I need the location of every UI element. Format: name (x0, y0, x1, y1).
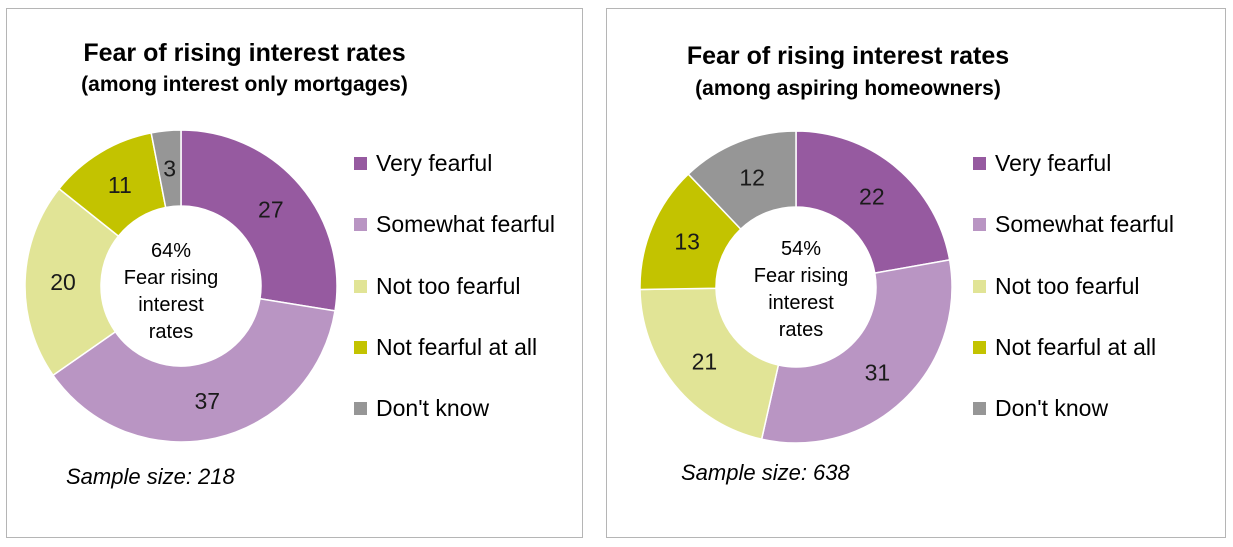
legend-item-dont-know: Don't know (354, 395, 555, 456)
chart-subtitle: (among aspiring homeowners) (695, 77, 1001, 100)
slice-value-label: 27 (258, 197, 284, 223)
legend-item-not-too-fearful: Not too fearful (354, 273, 555, 334)
legend-label: Not fearful at all (995, 333, 1157, 360)
donut-slice-not-too-fearful (639, 287, 780, 441)
donut-center-text: 64% Fear rising interest rates (111, 238, 231, 346)
center-percent: 54% (780, 238, 822, 260)
center-line: rates (148, 321, 194, 343)
donut-center-text: 54% Fear rising interest rates (741, 236, 861, 344)
legend-swatch (354, 157, 367, 170)
legend-item-very-fearful: Very fearful (354, 150, 555, 211)
legend-label: Don't know (995, 395, 1109, 422)
legend-item-somewhat-fearful: Somewhat fearful (973, 211, 1174, 272)
chart-panel-aspiring-homeowners: Fear of rising interest rates (among asp… (606, 8, 1226, 538)
chart-panel-interest-only: Fear of rising interest rates (among int… (6, 8, 583, 538)
legend-swatch (973, 279, 986, 293)
legend-label: Very fearful (995, 150, 1112, 176)
legend-label: Somewhat fearful (376, 211, 555, 238)
center-line: interest (138, 294, 204, 316)
legend-swatch (973, 402, 986, 416)
legend: Very fearful Somewhat fearful Not too fe… (973, 150, 1174, 456)
center-line: Fear rising (753, 265, 849, 287)
legend-label: Somewhat fearful (995, 211, 1174, 238)
donut-chart: 22 31 21 13 12 (639, 130, 953, 444)
donut-slice-dont-know (687, 130, 797, 231)
center-line: Fear rising (123, 267, 219, 289)
legend-swatch (354, 218, 367, 232)
legend: Very fearful Somewhat fearful Not too fe… (354, 150, 555, 456)
slice-value-label: 21 (692, 348, 718, 374)
donut-chart: 27 37 20 11 3 (24, 129, 338, 443)
legend-label: Not fearful at all (376, 333, 538, 360)
legend-item-dont-know: Don't know (973, 395, 1174, 456)
donut-slice-not-too-fearful (24, 187, 120, 377)
slice-value-label: 3 (163, 156, 176, 182)
legend-label: Very fearful (376, 150, 493, 176)
legend-swatch (973, 218, 986, 232)
slice-value-label: 22 (859, 184, 885, 210)
center-percent: 64% (150, 240, 192, 262)
legend-swatch (973, 340, 986, 354)
legend-item-not-fearful-at-all: Not fearful at all (354, 334, 555, 395)
donut-slice-somewhat-fearful (52, 297, 336, 443)
donut-slice-dont-know (150, 129, 182, 209)
legend-item-very-fearful: Very fearful (973, 150, 1174, 211)
chart-subtitle: (among interest only mortgages) (81, 73, 408, 96)
legend-item-not-fearful-at-all: Not fearful at all (973, 334, 1174, 395)
slice-value-label: 31 (865, 359, 891, 385)
chart-title: Fear of rising interest rates (83, 39, 406, 67)
sample-size: Sample size: 218 (66, 464, 235, 489)
center-line: rates (778, 319, 824, 341)
slice-value-label: 13 (674, 228, 700, 254)
chart-title: Fear of rising interest rates (686, 42, 1010, 70)
slice-value-label: 12 (739, 164, 765, 190)
donut-slice-very-fearful (795, 130, 951, 274)
legend-label: Not too fearful (376, 272, 521, 299)
legend-swatch (354, 340, 367, 354)
legend-label: Not too fearful (995, 272, 1140, 299)
legend-label: Don't know (376, 395, 490, 422)
slice-value-label: 11 (108, 172, 132, 198)
slice-value-label: 37 (194, 388, 220, 414)
donut-slice-very-fearful (180, 129, 338, 312)
donut-slice-somewhat-fearful (760, 259, 953, 444)
sample-size: Sample size: 638 (681, 460, 850, 485)
center-line: interest (768, 292, 834, 314)
legend-swatch (354, 402, 367, 416)
slice-value-label: 20 (50, 269, 76, 295)
legend-swatch (354, 279, 367, 293)
legend-item-not-too-fearful: Not too fearful (973, 273, 1174, 334)
legend-item-somewhat-fearful: Somewhat fearful (354, 211, 555, 272)
legend-swatch (973, 157, 986, 170)
